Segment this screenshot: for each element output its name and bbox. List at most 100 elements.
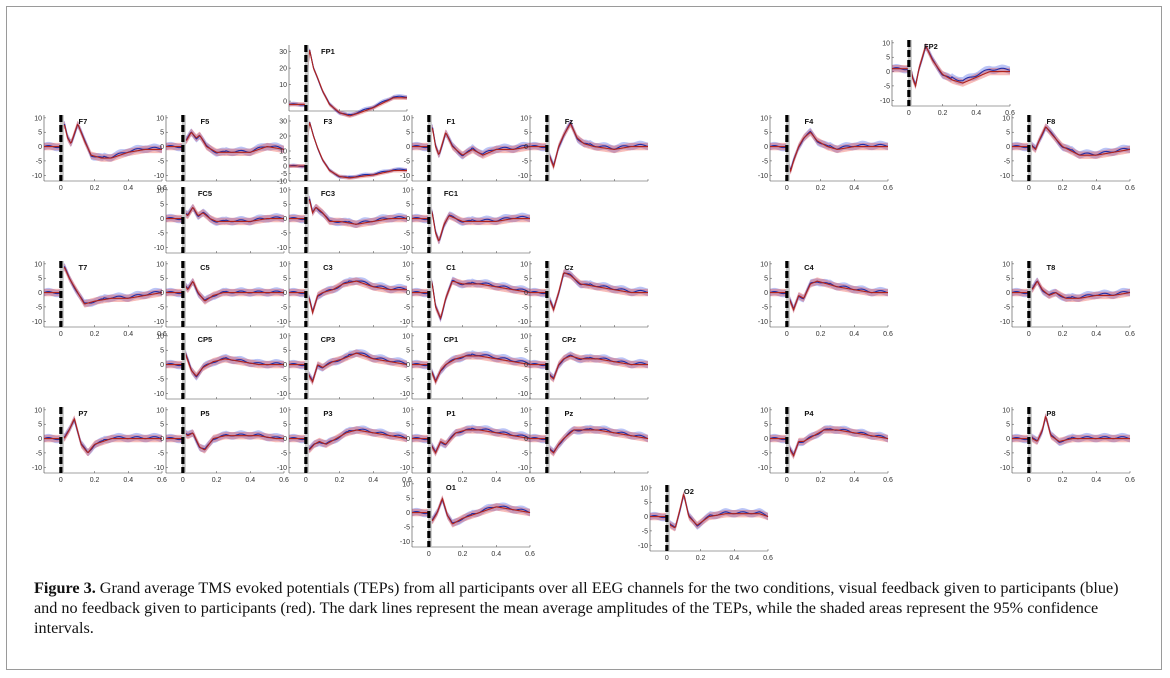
y-tick-label: -10 (400, 173, 410, 180)
y-tick-label: 10 (156, 187, 164, 194)
x-tick-label: 0.6 (279, 477, 289, 484)
y-tick-label: -10 (277, 391, 287, 398)
y-tick-label: -5 (281, 171, 287, 178)
y-tick-label: -5 (281, 450, 287, 457)
x-tick-label: 0.4 (368, 477, 378, 484)
x-tick-label: 0.4 (849, 477, 859, 484)
y-tick-label: -5 (158, 158, 164, 165)
y-tick-label: 5 (406, 348, 410, 355)
panel-title: C4 (804, 263, 814, 272)
y-tick-label: -5 (404, 158, 410, 165)
panel-fp2: -10 -5 0 5 10 0 0.2 0.4 0.6 FP2 (880, 40, 1015, 117)
x-tick-label: 0.4 (123, 185, 133, 192)
x-tick-label: 0 (59, 477, 63, 484)
y-tick-label: -10 (518, 391, 528, 398)
panel-title: F8 (1047, 117, 1056, 126)
panel-title: P8 (1046, 409, 1055, 418)
y-tick-label: -5 (158, 230, 164, 237)
y-tick-label: 20 (279, 134, 287, 141)
panel-t7: -10 -5 0 5 10 0 0.2 0.4 0.6 T7 (32, 261, 167, 338)
y-tick-label: 5 (38, 130, 42, 137)
panel-title: Cz (564, 263, 573, 272)
y-tick-label: 10 (882, 40, 890, 47)
x-tick-label: 0.6 (402, 477, 412, 484)
y-tick-label: 0 (38, 436, 42, 443)
panel-fc5: -10 -5 0 5 10 FC5 (154, 187, 285, 254)
panel-f8: -10 -5 0 5 10 0 0.2 0.4 0.6 F8 (1000, 115, 1135, 192)
panel-cz: -10 -5 0 5 10 Cz (518, 261, 649, 328)
panel-title: O1 (446, 483, 456, 492)
y-tick-label: 5 (406, 496, 410, 503)
ci-band-feedback (650, 491, 768, 531)
y-tick-label: 5 (1006, 276, 1010, 283)
ci-band-no-feedback (412, 271, 530, 322)
y-tick-label: 5 (160, 202, 164, 209)
y-tick-label: 0 (406, 216, 410, 223)
ci-band-feedback (530, 351, 648, 382)
panel-title: F1 (447, 117, 456, 126)
x-tick-label: 0.2 (335, 477, 345, 484)
y-tick-label: 30 (279, 119, 287, 126)
y-tick-label: -10 (277, 179, 287, 186)
ci-band-feedback (770, 278, 888, 313)
panel-cp3: -10 -5 0 5 10 CP3 (277, 333, 408, 400)
y-tick-label: 10 (1002, 407, 1010, 414)
y-tick-label: 0 (406, 290, 410, 297)
y-tick-label: 0 (38, 144, 42, 151)
y-tick-label: 0 (283, 216, 287, 223)
y-tick-label: -5 (404, 376, 410, 383)
y-tick-label: 5 (160, 276, 164, 283)
x-tick-label: 0.6 (525, 551, 535, 558)
y-tick-label: 0 (283, 290, 287, 297)
caption-label: Figure 3. (34, 579, 96, 597)
panel-title: Fz (565, 117, 574, 126)
y-tick-label: 10 (520, 407, 528, 414)
y-tick-label: -10 (400, 391, 410, 398)
x-tick-label: 0.2 (90, 331, 100, 338)
x-tick-label: 0.2 (1058, 185, 1068, 192)
x-tick-label: 0.6 (883, 331, 893, 338)
x-tick-label: 0.2 (458, 477, 468, 484)
y-tick-label: 10 (156, 261, 164, 268)
x-tick-label: 0.6 (157, 331, 167, 338)
y-tick-label: 5 (764, 130, 768, 137)
x-tick-label: 0 (1027, 331, 1031, 338)
panel-title: CP5 (198, 335, 213, 344)
panel-pz: -10 -5 0 5 10 Pz (518, 407, 649, 474)
y-tick-label: -5 (1004, 158, 1010, 165)
y-tick-label: 5 (524, 276, 528, 283)
panel-title: F5 (201, 117, 210, 126)
y-tick-label: 0 (283, 362, 287, 369)
y-tick-label: -5 (36, 450, 42, 457)
y-tick-label: -5 (1004, 450, 1010, 457)
y-tick-label: -10 (758, 319, 768, 326)
panel-p5: -10 -5 0 5 10 0 0.2 0.4 0.6 P5 (154, 407, 289, 484)
y-tick-label: 0 (524, 144, 528, 151)
y-tick-label: 10 (1002, 115, 1010, 122)
panel-p4: -10 -5 0 5 10 0 0.2 0.4 0.6 P4 (758, 407, 893, 484)
y-tick-label: 10 (156, 333, 164, 340)
x-tick-label: 0 (427, 477, 431, 484)
y-tick-label: 5 (283, 202, 287, 209)
y-tick-label: 20 (279, 66, 287, 73)
ci-band-feedback (412, 271, 530, 323)
y-tick-label: -10 (638, 543, 648, 550)
panel-title: C3 (323, 263, 333, 272)
y-tick-label: -5 (158, 304, 164, 311)
y-tick-label: -5 (281, 376, 287, 383)
y-tick-label: 0 (406, 510, 410, 517)
y-tick-label: -5 (762, 158, 768, 165)
y-tick-label: 5 (283, 422, 287, 429)
ci-band-no-feedback (650, 491, 768, 532)
y-tick-label: 0 (406, 362, 410, 369)
y-tick-label: 0 (764, 290, 768, 297)
y-tick-label: 10 (34, 261, 42, 268)
y-tick-label: 0 (160, 362, 164, 369)
y-tick-label: -10 (154, 319, 164, 326)
panel-p3: -10 -5 0 5 10 0 0.2 0.4 0.6 P3 (277, 407, 412, 484)
y-tick-label: 0 (283, 436, 287, 443)
y-tick-label: 10 (402, 333, 410, 340)
y-tick-label: -5 (762, 304, 768, 311)
y-tick-label: 10 (279, 333, 287, 340)
